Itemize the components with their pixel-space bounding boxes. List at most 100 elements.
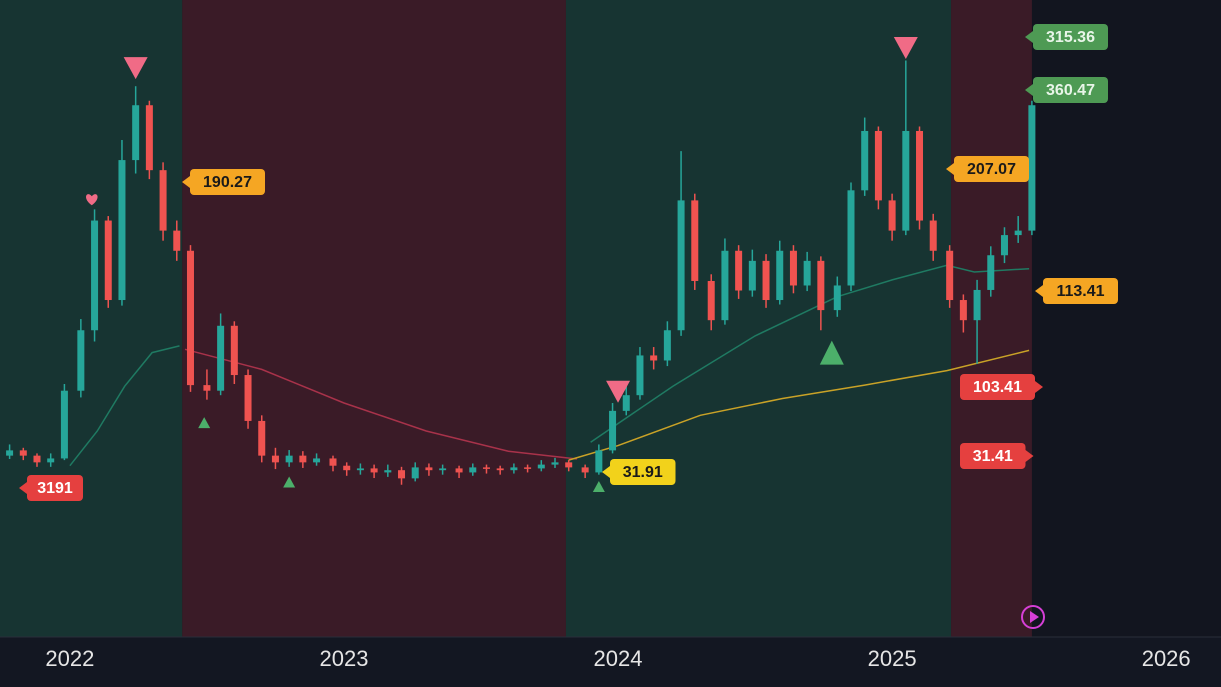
x-axis-bar — [0, 637, 1221, 687]
badge-label: 113.41 — [1056, 283, 1104, 300]
candle-body — [622, 395, 630, 411]
signal-marker — [198, 417, 211, 429]
replay-button[interactable] — [1021, 605, 1045, 629]
candle-body — [244, 375, 252, 421]
candle-body — [439, 468, 447, 471]
badge-box — [190, 169, 265, 195]
candle-body — [735, 250, 743, 291]
candle-body — [551, 462, 559, 465]
candles — [6, 60, 1036, 485]
moving-averages — [69, 264, 1030, 467]
replay-circle[interactable] — [1021, 605, 1045, 629]
candle-body — [384, 470, 392, 473]
x-axis: 2022 2023 2024 2025 2026 — [45, 646, 1190, 671]
candle-body — [60, 390, 68, 459]
candle-body — [173, 230, 181, 251]
candle-body — [946, 250, 954, 301]
candle-body — [1028, 105, 1036, 231]
candle-body — [595, 450, 603, 473]
candle-body — [636, 355, 644, 396]
signal-marker — [592, 480, 605, 492]
badge-pointer — [1025, 84, 1033, 96]
candle-body — [581, 467, 589, 473]
moving-average-line — [568, 349, 1030, 461]
badge-label: 315.36 — [1046, 29, 1095, 46]
candle-body — [663, 330, 671, 361]
price-badge: 31.91 — [602, 459, 676, 485]
candle-body — [19, 450, 27, 456]
candle-body — [803, 260, 811, 286]
badge-pointer — [1025, 31, 1033, 43]
badge-box — [27, 475, 83, 501]
x-tick-label: 2022 — [45, 646, 94, 671]
price-badge: 315.36 — [1025, 24, 1108, 50]
badge-pointer — [1025, 450, 1034, 462]
candle-body — [707, 280, 715, 321]
badge-label: 360.47 — [1046, 82, 1095, 99]
region — [565, 0, 952, 637]
candle-body — [313, 458, 321, 463]
price-badge: 207.07 — [946, 156, 1029, 182]
candle-body — [186, 250, 194, 386]
candle-body — [496, 468, 504, 471]
badge-box — [954, 156, 1029, 182]
candle-body — [916, 130, 924, 221]
badge-pointer — [1035, 381, 1043, 393]
candle-body — [230, 325, 238, 376]
badge-box — [1043, 278, 1118, 304]
candle-body — [77, 330, 85, 391]
candle-body — [762, 260, 770, 301]
candle-body — [650, 355, 658, 361]
badge-pointer — [182, 176, 190, 188]
candle-body — [1014, 230, 1022, 236]
candle-body — [565, 462, 573, 468]
candle-body — [902, 130, 910, 231]
candle-body — [455, 468, 463, 473]
price-badge: 3191 — [19, 475, 83, 501]
candle-body — [271, 455, 279, 463]
candle-body — [482, 467, 490, 469]
candle-body — [721, 250, 729, 321]
candle-body — [91, 220, 99, 331]
candle-body — [888, 200, 896, 231]
badge-box — [1033, 77, 1108, 103]
price-badge: 360.47 — [1025, 77, 1108, 103]
signal-marker — [123, 57, 148, 80]
candle-body — [33, 455, 41, 463]
candle-body — [356, 468, 364, 471]
badge-label: 190.27 — [203, 174, 252, 191]
candle-body — [145, 105, 153, 171]
candle-body — [973, 289, 981, 321]
signal-markers — [86, 37, 918, 492]
candle-body — [398, 470, 406, 479]
candle-body — [411, 467, 419, 479]
region — [182, 0, 566, 637]
candle-body — [299, 455, 307, 463]
candle-body — [959, 300, 967, 321]
badge-box — [960, 374, 1035, 400]
candle-body — [833, 285, 841, 311]
candle-body — [329, 458, 337, 466]
candle-body — [343, 465, 351, 471]
candle-body — [524, 467, 532, 469]
signal-marker — [893, 37, 918, 60]
candle-body — [425, 467, 433, 471]
badge-box — [1033, 24, 1108, 50]
badge-label: 31.91 — [623, 464, 663, 481]
candle-body — [370, 468, 378, 473]
candle-body — [104, 220, 112, 301]
candle-body — [537, 464, 545, 469]
badge-label: 103.41 — [973, 379, 1022, 396]
moving-average-line — [69, 345, 180, 467]
candle-body — [1000, 235, 1008, 256]
badge-label: 207.07 — [967, 161, 1016, 178]
badge-label: 31.41 — [973, 448, 1013, 465]
signal-marker — [86, 194, 98, 206]
candle-body — [987, 255, 995, 290]
moving-average-line — [184, 348, 577, 460]
badge-box — [610, 459, 676, 485]
x-tick-label: 2023 — [319, 646, 368, 671]
x-tick-label: 2026 — [1142, 646, 1191, 671]
replay-icon[interactable] — [1030, 611, 1039, 623]
